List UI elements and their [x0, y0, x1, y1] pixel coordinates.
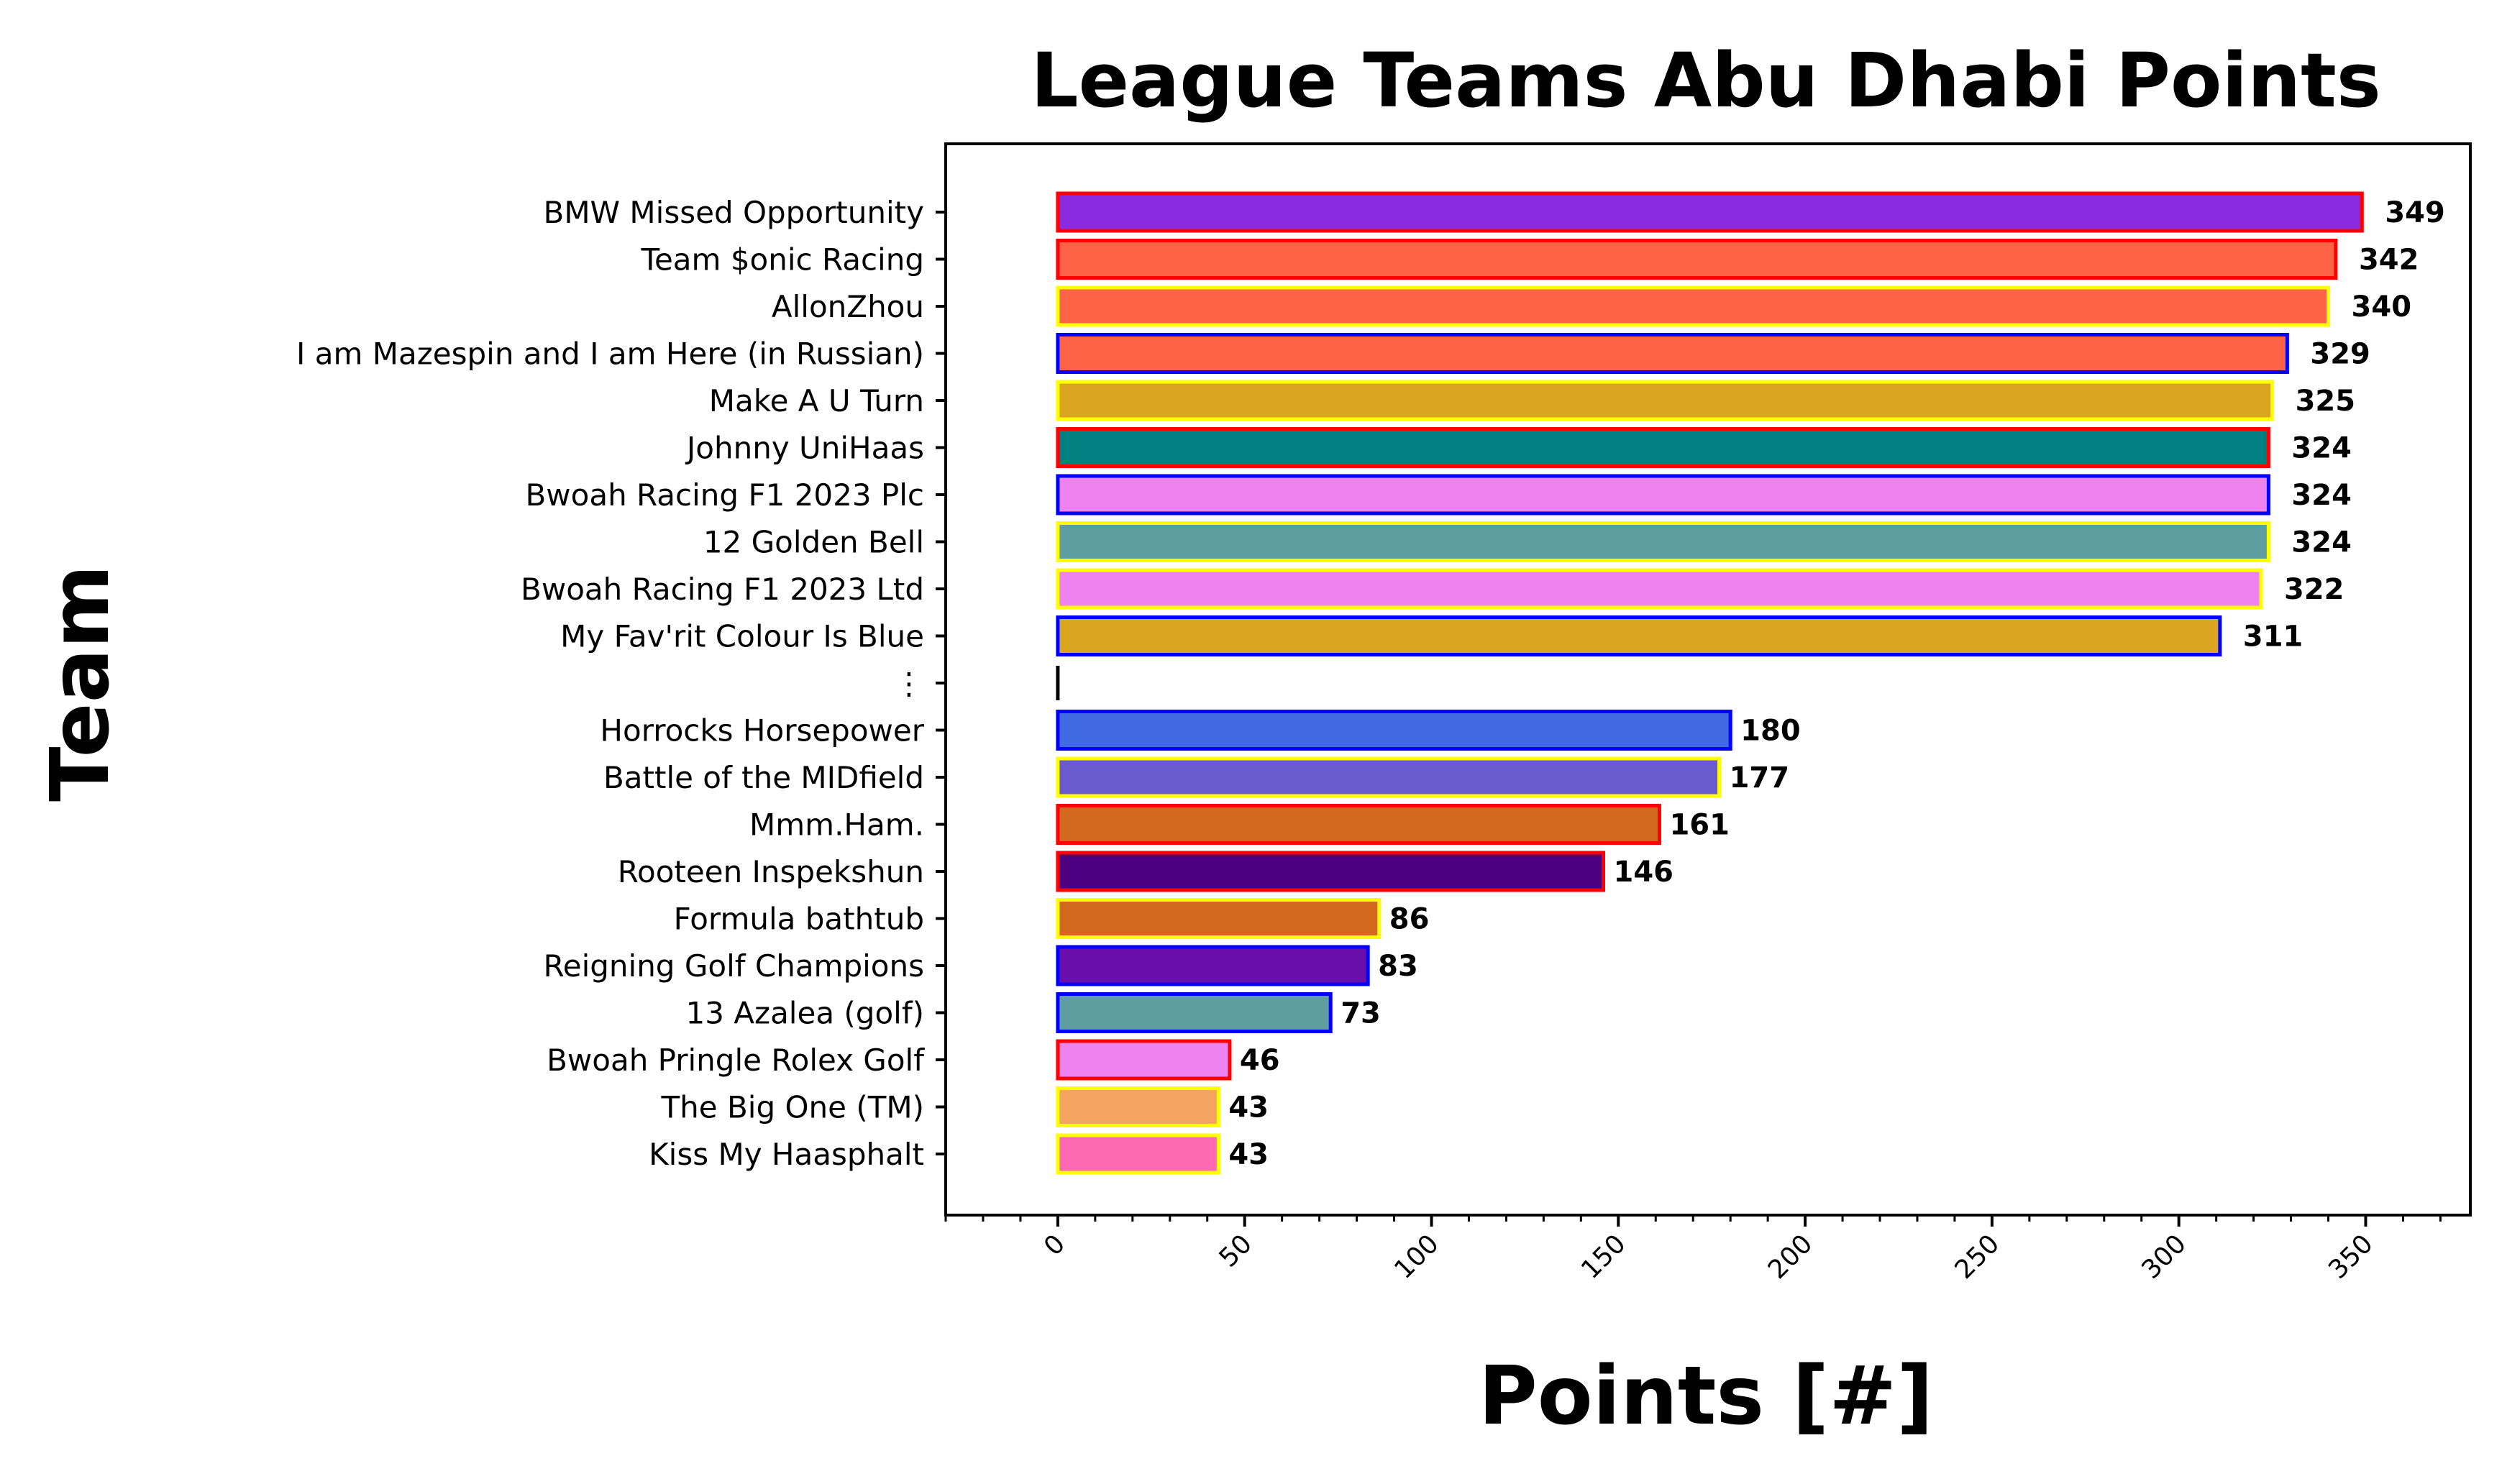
x-tick-label: 0: [1038, 1229, 1071, 1261]
data-label: 340: [2352, 290, 2412, 324]
data-label: 329: [2310, 338, 2370, 371]
bar: [1056, 285, 2331, 327]
data-label: 83: [1378, 950, 1418, 983]
y-tick-label: Team $onic Racing: [640, 242, 924, 278]
x-tick-label: 200: [1763, 1229, 1819, 1285]
x-tick-label: 300: [2136, 1229, 2192, 1285]
data-label: 325: [2296, 385, 2356, 418]
bar: [1056, 898, 1382, 939]
bar: [1056, 427, 2270, 468]
y-tick-label: Formula bathtub: [674, 902, 924, 937]
bar: [1056, 380, 2275, 421]
y-tick-label: Johnny UniHaas: [685, 431, 924, 466]
bar: [1056, 851, 1606, 892]
y-tick-label: 13 Azalea (golf): [686, 996, 925, 1031]
y-tick-label: I am Mazespin and I am Here (in Russian): [296, 336, 924, 372]
data-label: 311: [2243, 620, 2303, 654]
y-tick-label: Kiss My Haasphalt: [649, 1137, 924, 1172]
x-tick-label: 350: [2323, 1229, 2379, 1285]
data-label: 161: [1669, 809, 1730, 842]
y-tick-label: Bwoah Pringle Rolex Golf: [547, 1043, 925, 1078]
data-label: 146: [1614, 856, 1674, 889]
data-label: 177: [1730, 761, 1790, 794]
y-tick-label: Mmm.Ham.: [749, 807, 924, 843]
y-tick-label: Rooteen Inspekshun: [618, 854, 924, 889]
x-tick-label: 100: [1389, 1229, 1445, 1285]
data-label: 324: [2291, 479, 2352, 512]
data-label: 322: [2284, 573, 2344, 606]
y-axis: BMW Missed Opportunity Team $onic Racing A…: [296, 195, 946, 1172]
bar: [1056, 992, 1333, 1033]
data-label: 342: [2359, 244, 2419, 277]
x-tick-label: 150: [1576, 1229, 1632, 1285]
data-label: 86: [1389, 903, 1430, 936]
data-label: 73: [1341, 997, 1381, 1030]
data-label: 43: [1228, 1138, 1269, 1171]
data-label: 43: [1228, 1091, 1269, 1125]
y-tick-label: My Fav'rit Colour Is Blue: [560, 619, 924, 654]
x-axis: 0 50 100 150 200 250 300 350: [944, 1215, 2442, 1285]
y-axis-label: Team: [34, 564, 127, 802]
bar: [1056, 568, 2263, 610]
y-tick-label: Bwoah Racing F1 2023 Plc: [525, 477, 924, 513]
bar: [1056, 804, 1661, 845]
x-tick-label: 50: [1214, 1229, 1258, 1273]
bar: [1056, 756, 1722, 798]
data-label: 46: [1240, 1044, 1280, 1077]
bar: [1056, 945, 1370, 986]
bar: [1056, 521, 2270, 562]
bar: [1056, 474, 2270, 516]
bar: [1056, 710, 1732, 751]
bar: [1056, 239, 2338, 280]
y-tick-label: BMW Missed Opportunity: [544, 195, 925, 230]
y-tick-label: ⋮: [894, 666, 924, 701]
bar: [1056, 191, 2364, 233]
y-tick-label: AllonZhou: [772, 289, 924, 324]
y-tick-label: Bwoah Racing F1 2023 Ltd: [521, 572, 924, 607]
bar: [1056, 1086, 1220, 1127]
y-tick-label: Horrocks Horsepower: [600, 713, 924, 748]
data-label: 349: [2385, 196, 2445, 229]
data-label: 180: [1740, 715, 1801, 748]
chart-title: League Teams Abu Dhabi Points: [1031, 37, 2381, 124]
y-tick-label: 12 Golden Bell: [703, 525, 924, 560]
bar: [1056, 333, 2289, 374]
bar: [1056, 615, 2222, 656]
y-tick-label: Reigning Golf Champions: [543, 948, 924, 984]
bar: [1056, 1039, 1232, 1081]
y-tick-label: Make A U Turn: [709, 383, 924, 418]
plot-frame: [944, 142, 2472, 1217]
data-label: 324: [2291, 432, 2352, 465]
y-tick-label: Battle of the MIDfield: [603, 760, 924, 795]
bar: [1056, 1133, 1220, 1175]
x-axis-label: Points [#]: [1479, 1350, 1934, 1443]
data-label: 324: [2291, 526, 2352, 559]
y-tick-label: The Big One (TM): [661, 1090, 925, 1125]
x-tick-label: 250: [1950, 1229, 2006, 1285]
